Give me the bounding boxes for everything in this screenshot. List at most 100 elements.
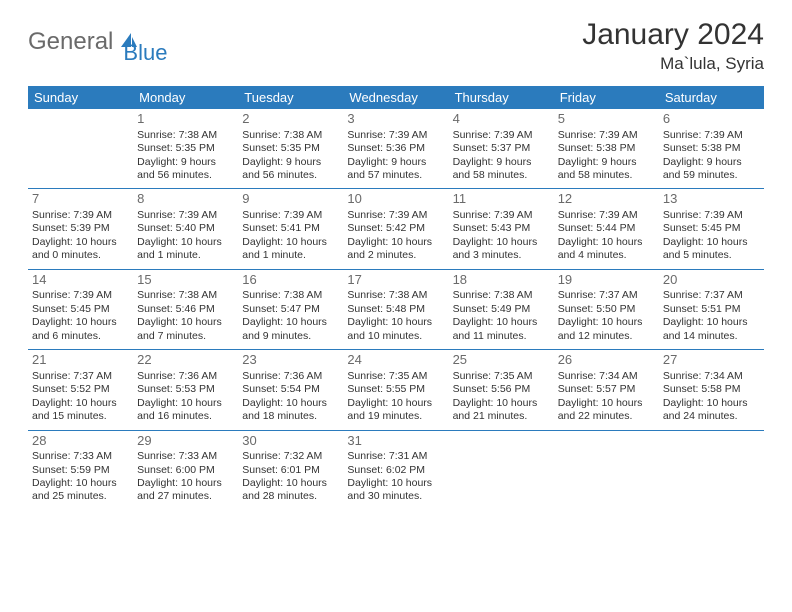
day-info-line: Sunrise: 7:35 AM bbox=[453, 370, 550, 383]
day-info-line: Sunrise: 7:39 AM bbox=[663, 129, 760, 142]
day-info-line: Sunrise: 7:39 AM bbox=[347, 209, 444, 222]
day-info-line: and 1 minute. bbox=[137, 249, 234, 262]
day-info-line: Sunset: 5:56 PM bbox=[453, 383, 550, 396]
day-info-line: Daylight: 10 hours bbox=[347, 236, 444, 249]
day-info-line: Daylight: 10 hours bbox=[663, 397, 760, 410]
day-number: 14 bbox=[32, 272, 129, 289]
day-info-line: Sunrise: 7:34 AM bbox=[558, 370, 655, 383]
title-block: January 2024 Ma`lula, Syria bbox=[582, 18, 764, 74]
day-info-line: Sunrise: 7:33 AM bbox=[137, 450, 234, 463]
day-number: 30 bbox=[242, 433, 339, 450]
day-number: 2 bbox=[242, 111, 339, 128]
day-info-line: Daylight: 10 hours bbox=[558, 236, 655, 249]
day-info-line: Daylight: 10 hours bbox=[663, 236, 760, 249]
day-info-line: Sunset: 5:41 PM bbox=[242, 222, 339, 235]
day-info-line: Sunset: 5:48 PM bbox=[347, 303, 444, 316]
day-info-line: and 2 minutes. bbox=[347, 249, 444, 262]
day-info-line: Sunrise: 7:39 AM bbox=[558, 129, 655, 142]
day-info-line: and 11 minutes. bbox=[453, 330, 550, 343]
day-info-line: Daylight: 10 hours bbox=[558, 397, 655, 410]
day-number: 13 bbox=[663, 191, 760, 208]
day-info-line: Sunset: 5:44 PM bbox=[558, 222, 655, 235]
calendar-week-row: 28Sunrise: 7:33 AMSunset: 5:59 PMDayligh… bbox=[28, 430, 764, 510]
calendar-day-cell: 18Sunrise: 7:38 AMSunset: 5:49 PMDayligh… bbox=[449, 269, 554, 349]
day-info-line: and 30 minutes. bbox=[347, 490, 444, 503]
weekday-header: Thursday bbox=[449, 86, 554, 109]
day-info-line: Daylight: 10 hours bbox=[242, 316, 339, 329]
day-number: 10 bbox=[347, 191, 444, 208]
day-info-line: and 7 minutes. bbox=[137, 330, 234, 343]
page-title: January 2024 bbox=[582, 18, 764, 52]
day-info-line: and 1 minute. bbox=[242, 249, 339, 262]
calendar-week-row: 7Sunrise: 7:39 AMSunset: 5:39 PMDaylight… bbox=[28, 189, 764, 269]
day-info-line: and 59 minutes. bbox=[663, 169, 760, 182]
calendar-day-cell: 30Sunrise: 7:32 AMSunset: 6:01 PMDayligh… bbox=[238, 430, 343, 510]
day-info-line: and 57 minutes. bbox=[347, 169, 444, 182]
day-info-line: Sunrise: 7:39 AM bbox=[453, 129, 550, 142]
day-info-line: Sunrise: 7:39 AM bbox=[347, 129, 444, 142]
calendar-day-cell: 31Sunrise: 7:31 AMSunset: 6:02 PMDayligh… bbox=[343, 430, 448, 510]
day-number: 29 bbox=[137, 433, 234, 450]
day-info-line: Daylight: 10 hours bbox=[242, 397, 339, 410]
calendar-day-cell: 22Sunrise: 7:36 AMSunset: 5:53 PMDayligh… bbox=[133, 350, 238, 430]
calendar-day-cell: 12Sunrise: 7:39 AMSunset: 5:44 PMDayligh… bbox=[554, 189, 659, 269]
day-info-line: Daylight: 10 hours bbox=[32, 397, 129, 410]
day-info-line: and 24 minutes. bbox=[663, 410, 760, 423]
calendar-week-row: 14Sunrise: 7:39 AMSunset: 5:45 PMDayligh… bbox=[28, 269, 764, 349]
calendar-day-cell: 4Sunrise: 7:39 AMSunset: 5:37 PMDaylight… bbox=[449, 109, 554, 189]
day-number: 8 bbox=[137, 191, 234, 208]
calendar-day-cell: 1Sunrise: 7:38 AMSunset: 5:35 PMDaylight… bbox=[133, 109, 238, 189]
calendar-day-cell: 6Sunrise: 7:39 AMSunset: 5:38 PMDaylight… bbox=[659, 109, 764, 189]
day-info-line: Sunset: 5:51 PM bbox=[663, 303, 760, 316]
day-number: 20 bbox=[663, 272, 760, 289]
calendar-page: General Blue January 2024 Ma`lula, Syria… bbox=[0, 0, 792, 528]
calendar-day-cell: 16Sunrise: 7:38 AMSunset: 5:47 PMDayligh… bbox=[238, 269, 343, 349]
day-number: 3 bbox=[347, 111, 444, 128]
day-info-line: Sunset: 5:45 PM bbox=[32, 303, 129, 316]
calendar-day-cell: 7Sunrise: 7:39 AMSunset: 5:39 PMDaylight… bbox=[28, 189, 133, 269]
weekday-header: Sunday bbox=[28, 86, 133, 109]
day-info-line: Daylight: 10 hours bbox=[32, 236, 129, 249]
day-info-line: and 0 minutes. bbox=[32, 249, 129, 262]
day-info-line: Sunset: 5:52 PM bbox=[32, 383, 129, 396]
day-info-line: Sunset: 5:36 PM bbox=[347, 142, 444, 155]
day-info-line: and 56 minutes. bbox=[242, 169, 339, 182]
day-info-line: Sunset: 5:37 PM bbox=[453, 142, 550, 155]
day-info-line: Daylight: 10 hours bbox=[453, 397, 550, 410]
calendar-day-cell: 19Sunrise: 7:37 AMSunset: 5:50 PMDayligh… bbox=[554, 269, 659, 349]
day-info-line: and 16 minutes. bbox=[137, 410, 234, 423]
weekday-header: Monday bbox=[133, 86, 238, 109]
day-info-line: Daylight: 9 hours bbox=[347, 156, 444, 169]
day-number: 7 bbox=[32, 191, 129, 208]
calendar-day-cell bbox=[659, 430, 764, 510]
logo-word-2: Blue bbox=[123, 40, 167, 66]
calendar-day-cell: 17Sunrise: 7:38 AMSunset: 5:48 PMDayligh… bbox=[343, 269, 448, 349]
weekday-header: Friday bbox=[554, 86, 659, 109]
day-info-line: Daylight: 10 hours bbox=[453, 316, 550, 329]
day-info-line: Daylight: 9 hours bbox=[453, 156, 550, 169]
day-info-line: Daylight: 10 hours bbox=[32, 477, 129, 490]
logo-word-1: General bbox=[28, 28, 113, 56]
weekday-header: Wednesday bbox=[343, 86, 448, 109]
day-info-line: Sunset: 5:57 PM bbox=[558, 383, 655, 396]
day-info-line: Sunrise: 7:39 AM bbox=[32, 209, 129, 222]
day-info-line: Sunrise: 7:39 AM bbox=[663, 209, 760, 222]
day-info-line: Sunrise: 7:38 AM bbox=[453, 289, 550, 302]
calendar-day-cell bbox=[554, 430, 659, 510]
day-info-line: and 58 minutes. bbox=[453, 169, 550, 182]
day-info-line: Daylight: 10 hours bbox=[347, 397, 444, 410]
day-info-line: Sunrise: 7:39 AM bbox=[242, 209, 339, 222]
day-info-line: Sunrise: 7:37 AM bbox=[32, 370, 129, 383]
day-info-line: and 14 minutes. bbox=[663, 330, 760, 343]
day-info-line: Daylight: 10 hours bbox=[663, 316, 760, 329]
location-label: Ma`lula, Syria bbox=[582, 54, 764, 74]
calendar-day-cell: 25Sunrise: 7:35 AMSunset: 5:56 PMDayligh… bbox=[449, 350, 554, 430]
day-info-line: and 18 minutes. bbox=[242, 410, 339, 423]
day-info-line: Sunset: 5:49 PM bbox=[453, 303, 550, 316]
day-number: 27 bbox=[663, 352, 760, 369]
day-info-line: Daylight: 9 hours bbox=[137, 156, 234, 169]
day-info-line: Daylight: 10 hours bbox=[558, 316, 655, 329]
calendar-week-row: 1Sunrise: 7:38 AMSunset: 5:35 PMDaylight… bbox=[28, 109, 764, 189]
day-number: 24 bbox=[347, 352, 444, 369]
calendar-week-row: 21Sunrise: 7:37 AMSunset: 5:52 PMDayligh… bbox=[28, 350, 764, 430]
